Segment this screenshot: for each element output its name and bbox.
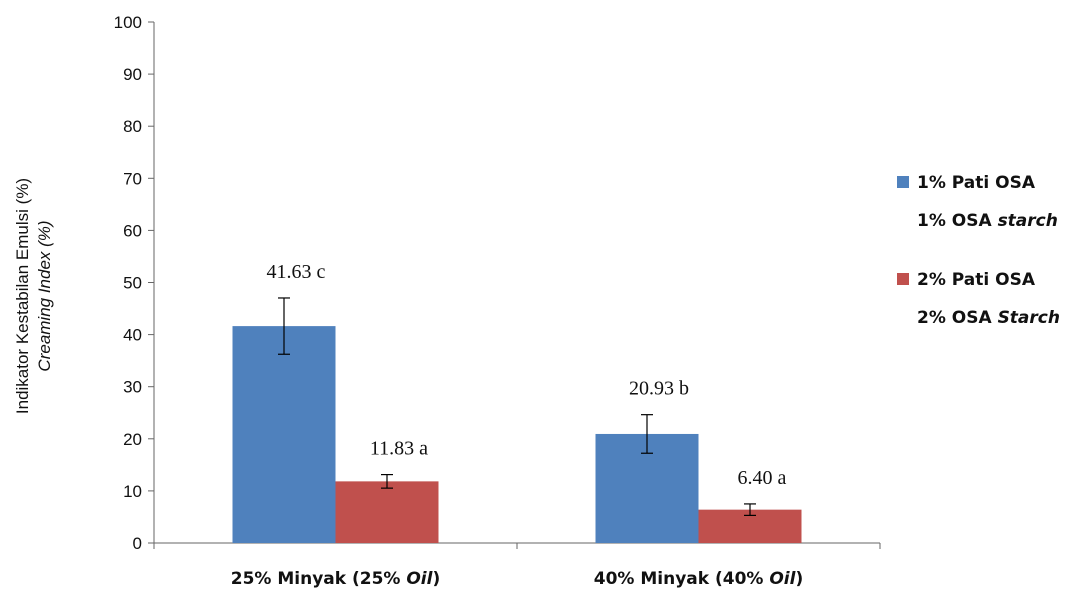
y-tick-label: 50 xyxy=(123,274,142,293)
data-label: 11.83 a xyxy=(370,438,428,460)
y-axis-title: Indikator Kestabilan Emulsi (%) Creaming… xyxy=(13,178,54,414)
y-tick-label: 100 xyxy=(114,13,142,32)
x-axis-category-labels: 25% Minyak (25% Oil) 40% Minyak (40% Oil) xyxy=(231,569,804,589)
x-category-label-italic: Oil xyxy=(769,569,796,589)
y-tick-label: 60 xyxy=(123,221,142,240)
legend-label-secondary: 1% OSA starch xyxy=(917,211,1058,231)
y-axis-label: Indikator Kestabilan Emulsi (%) xyxy=(13,178,32,414)
legend-label-secondary: 2% OSA Starch xyxy=(917,308,1060,328)
legend-swatch xyxy=(897,273,909,285)
y-tick-label: 70 xyxy=(123,169,142,188)
y-tick-label: 30 xyxy=(123,378,142,397)
legend-label-secondary-italic: starch xyxy=(998,211,1058,231)
legend-label-secondary-text: 2% OSA xyxy=(917,308,998,328)
legend-label-secondary-italic: Starch xyxy=(998,308,1060,328)
legend: 1% Pati OSA 1% OSA starch 2% Pati OSA 2% OS… xyxy=(897,173,1060,328)
x-category-label-text: 25% Minyak (25% xyxy=(231,569,407,589)
x-category-label-close: ) xyxy=(432,569,440,589)
x-axis-ticks xyxy=(153,543,881,549)
y-tick-label: 90 xyxy=(123,65,142,84)
legend-label: 1% Pati OSA xyxy=(917,173,1036,193)
legend-label-secondary-text: 1% OSA xyxy=(917,211,998,231)
y-axis-label-secondary: Creaming Index (%) xyxy=(35,220,54,371)
y-tick-label: 40 xyxy=(123,326,142,345)
error-bars xyxy=(278,297,756,516)
x-category-label-text: 40% Minyak (40% xyxy=(594,569,770,589)
legend-swatch xyxy=(897,176,909,188)
data-label: 6.40 a xyxy=(738,467,787,489)
x-category-label-italic: Oil xyxy=(406,569,433,589)
x-category-label: 25% Minyak (25% Oil) xyxy=(231,569,441,589)
bar xyxy=(232,326,336,543)
y-axis-ticks: 0 10 20 30 40 50 60 70 80 90 100 xyxy=(114,13,154,553)
x-category-label: 40% Minyak (40% Oil) xyxy=(594,569,804,589)
y-tick-label: 10 xyxy=(123,482,142,501)
legend-label: 2% Pati OSA xyxy=(917,270,1036,290)
data-label: 20.93 b xyxy=(629,378,689,400)
x-category-label-close: ) xyxy=(795,569,803,589)
data-label: 41.63 c xyxy=(267,261,326,283)
bar xyxy=(335,481,439,543)
data-labels: 41.63 c 11.83 a 20.93 b 6.40 a xyxy=(267,261,787,489)
y-tick-label: 0 xyxy=(133,534,142,553)
y-tick-label: 80 xyxy=(123,117,142,136)
bars xyxy=(232,326,802,543)
y-tick-label: 20 xyxy=(123,430,142,449)
